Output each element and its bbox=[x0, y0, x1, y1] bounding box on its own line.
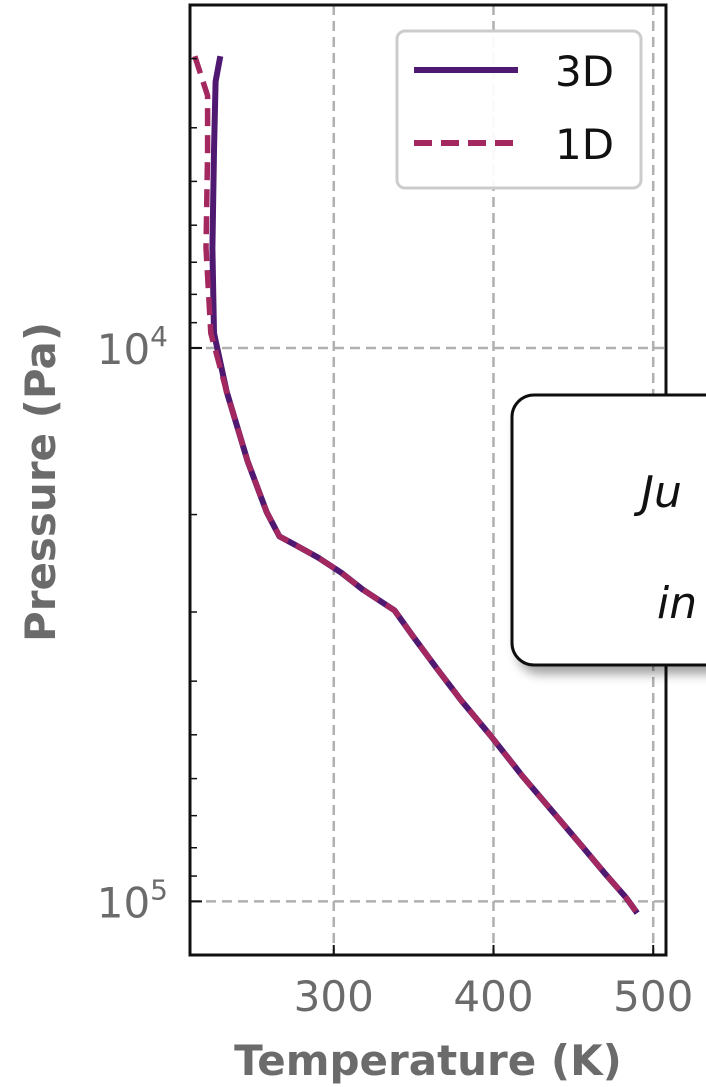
x-tick-label: 500 bbox=[613, 972, 693, 1021]
annotation-box: Ju in bbox=[510, 393, 706, 667]
y-tick-labels: 104 105 bbox=[97, 320, 202, 927]
y-tick-label: 105 bbox=[97, 873, 168, 927]
series-line-1d bbox=[192, 55, 640, 915]
x-tick-labels: 300 400 500 bbox=[294, 945, 693, 1021]
x-tick-label: 300 bbox=[294, 972, 374, 1021]
y-tick-label: 104 bbox=[97, 320, 168, 374]
legend-label-1d: 1D bbox=[555, 120, 614, 169]
x-axis-label: Temperature (K) bbox=[234, 1036, 622, 1085]
legend-label-3d: 3D bbox=[555, 47, 614, 96]
legend: 3D 1D bbox=[395, 29, 643, 190]
annotation-line-1: Ju bbox=[633, 467, 682, 518]
annotation-panel bbox=[510, 393, 706, 667]
y-minor-ticks bbox=[190, 57, 197, 877]
y-axis-label: Pressure (Pa) bbox=[16, 322, 65, 642]
x-tick-label: 400 bbox=[453, 972, 533, 1021]
series-lines bbox=[192, 55, 640, 915]
grid-lines bbox=[190, 5, 666, 955]
annotation-line-2: in bbox=[657, 578, 697, 629]
